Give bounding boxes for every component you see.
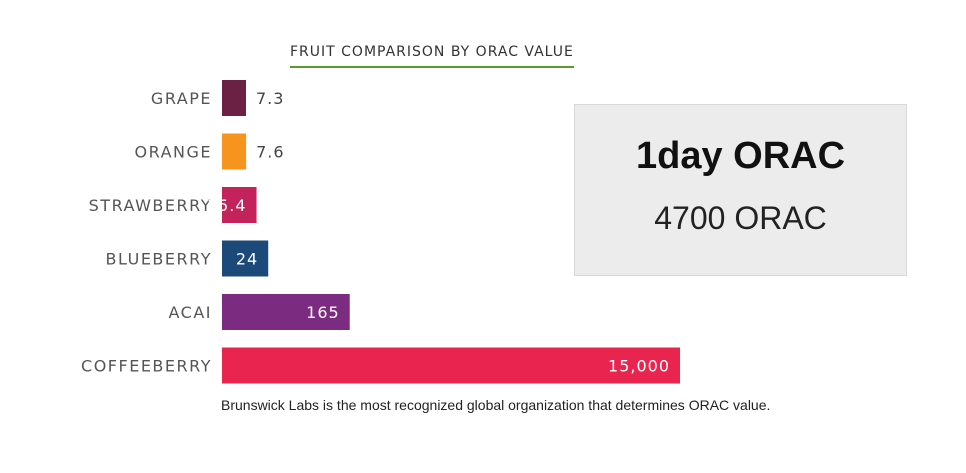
category-label-coffeeberry: COFFEEBERRY (81, 357, 212, 376)
bar-grape (222, 80, 246, 116)
footnote: Brunswick Labs is the most recognized gl… (221, 397, 771, 413)
category-label-acai: ACAI (169, 303, 213, 322)
category-label-strawberry: STRAWBERRY (89, 196, 212, 215)
bar-blueberry (222, 240, 269, 277)
value-label-blueberry: 24 (236, 250, 258, 269)
category-label-orange: ORANGE (135, 143, 212, 162)
promo-value: 4700 ORAC (654, 200, 827, 236)
promo-title: 1day ORAC (635, 135, 846, 177)
value-label-grape: 7.3 (256, 89, 284, 108)
bar-coffeeberry (222, 347, 680, 384)
promo-box: 1day ORAC 4700 ORAC (574, 104, 907, 276)
value-label-strawberry: 15.4 (207, 196, 247, 215)
bar-strawberry (222, 187, 257, 223)
chart-title: FRUIT COMPARISON BY ORAC VALUE (290, 44, 574, 68)
bar-acai (222, 294, 350, 330)
value-label-orange: 7.6 (256, 143, 284, 162)
value-label-acai: 165 (306, 303, 340, 322)
bar-orange (222, 133, 247, 170)
category-label-blueberry: BLUEBERRY (106, 250, 212, 269)
value-label-coffeeberry: 15,000 (608, 357, 670, 376)
category-label-grape: GRAPE (151, 89, 212, 108)
